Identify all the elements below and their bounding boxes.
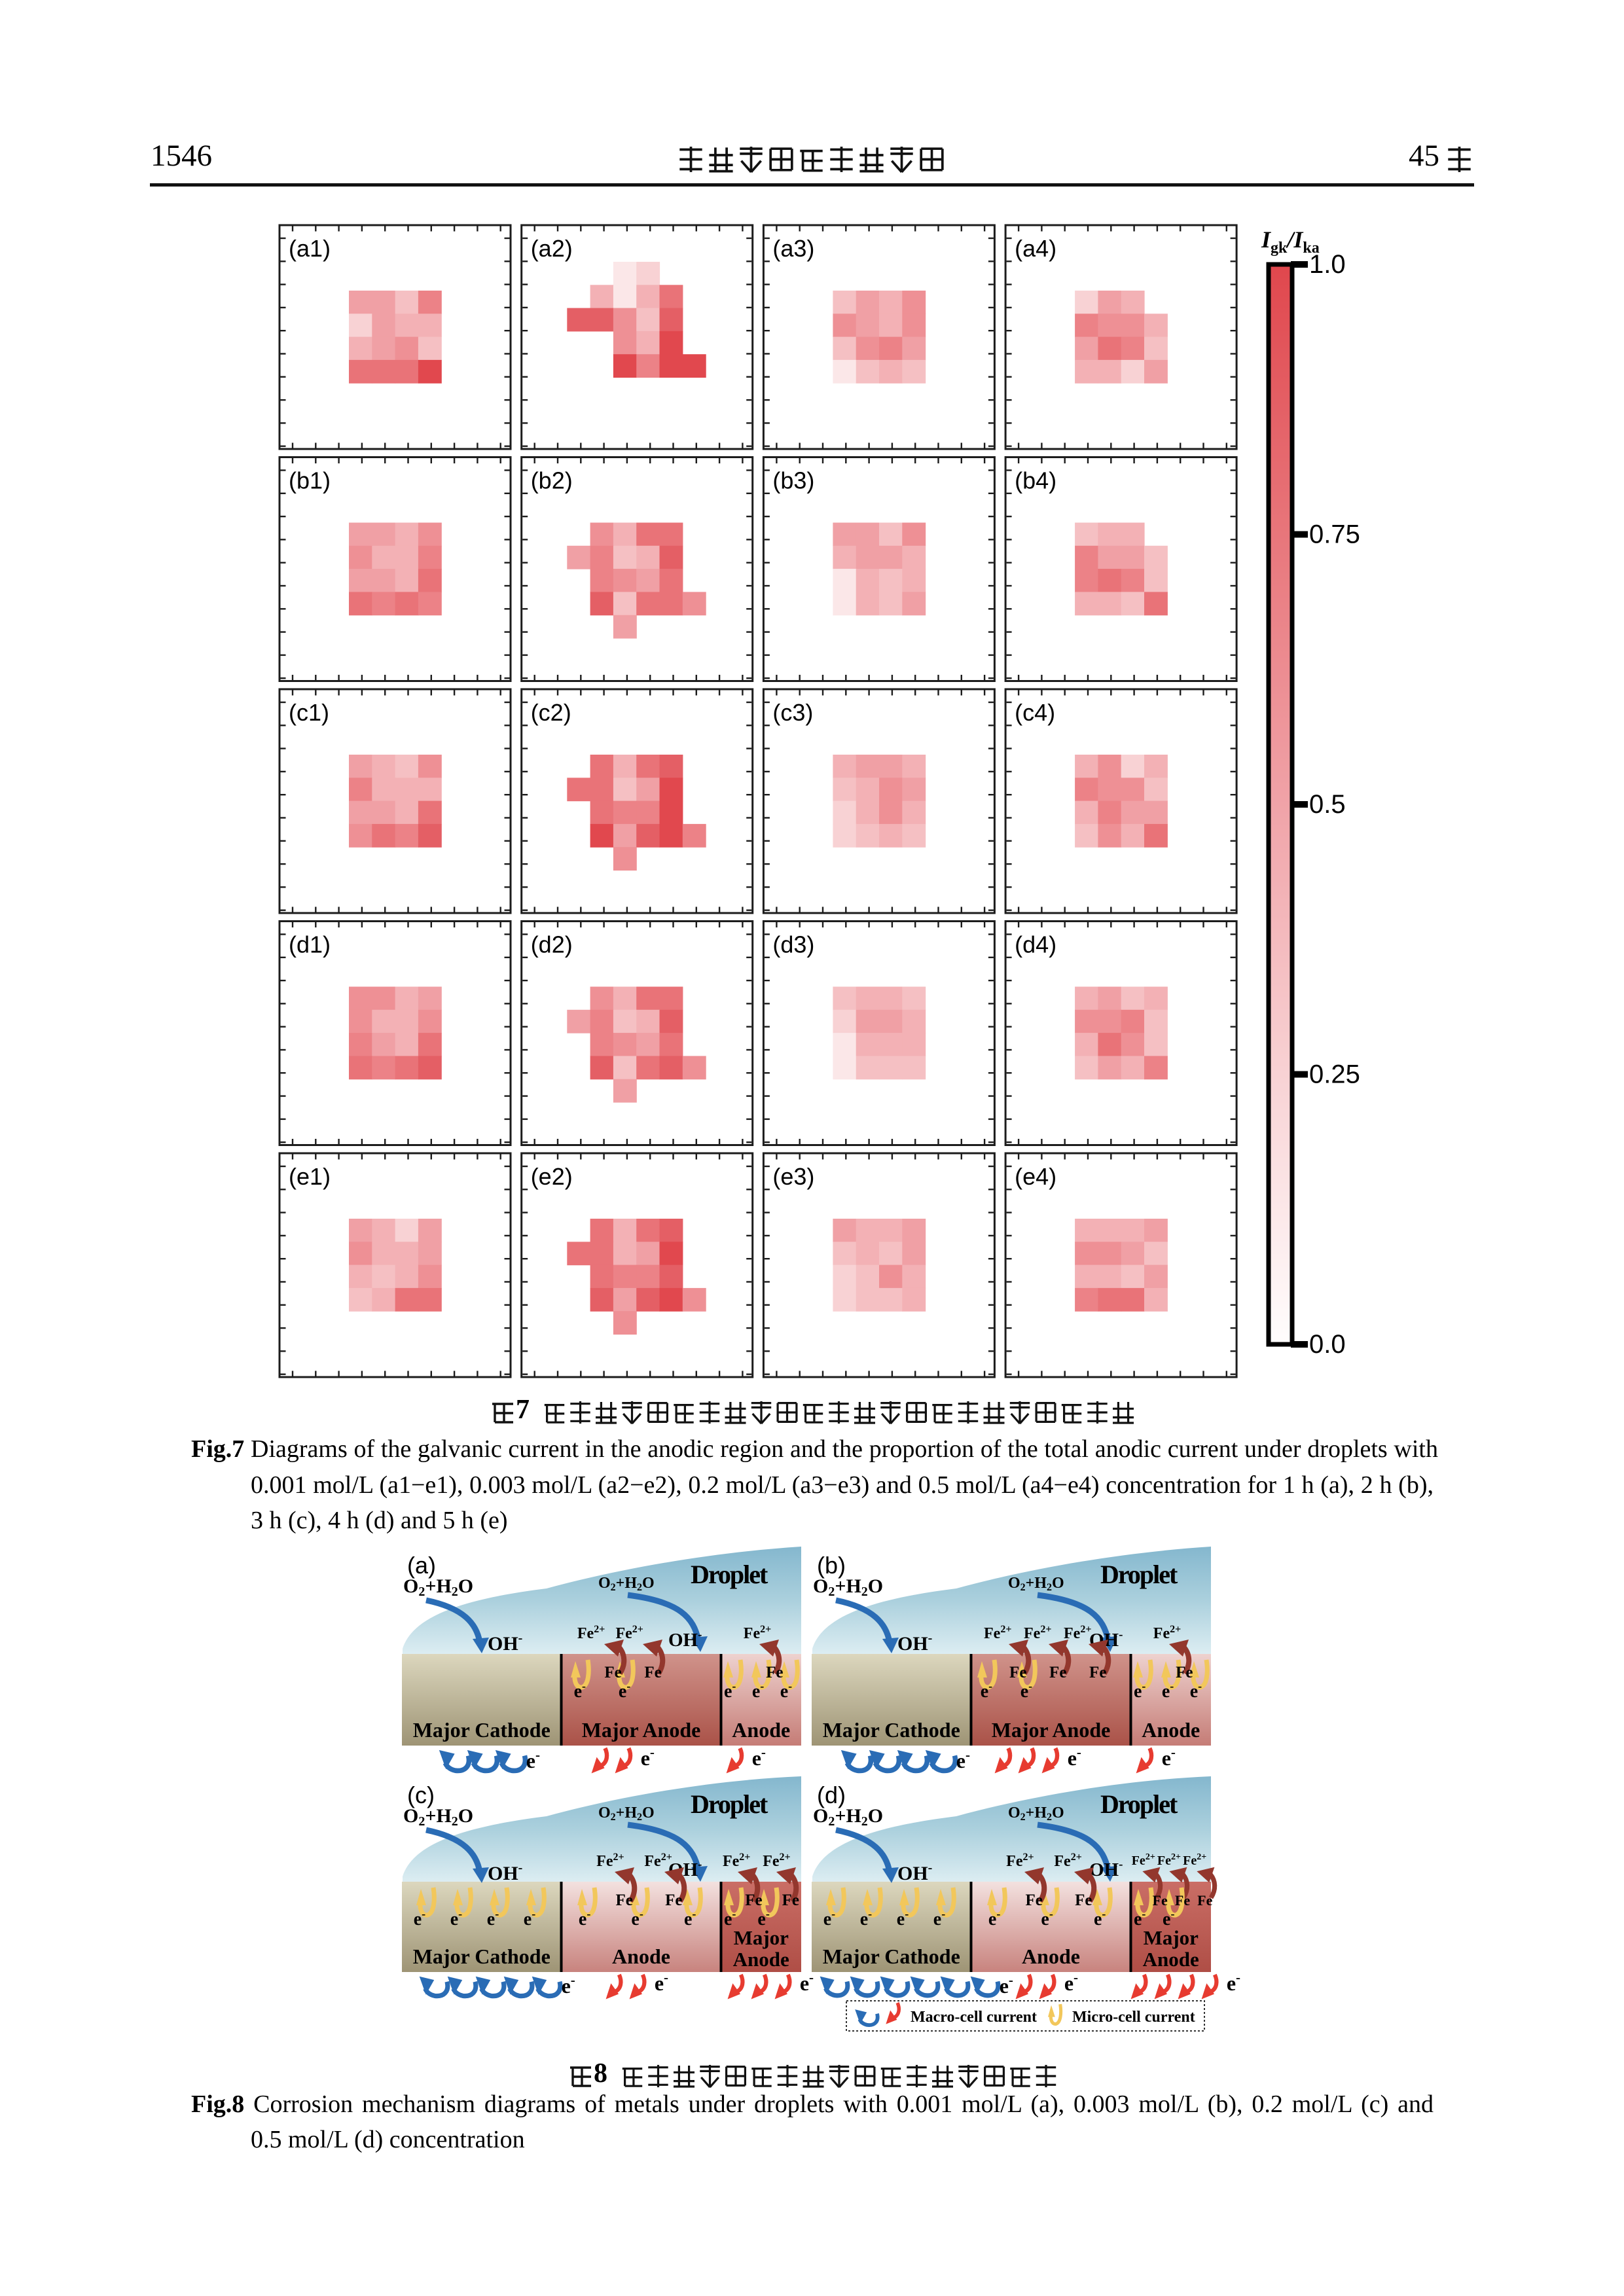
svg-text:(d3): (d3) [772, 931, 814, 958]
svg-text:Fe: Fe [745, 1892, 762, 1909]
svg-text:Major Cathode: Major Cathode [413, 1945, 550, 1968]
svg-text:O2+H2O: O2+H2O [598, 1575, 655, 1593]
svg-text:1.0: 1.0 [1309, 250, 1346, 279]
svg-text:(a): (a) [407, 1552, 436, 1579]
svg-text:e-: e- [956, 1747, 970, 1772]
svg-text:Fe: Fe [1089, 1664, 1106, 1681]
svg-text:(c1): (c1) [289, 699, 329, 726]
svg-text:Droplet: Droplet [1100, 1560, 1178, 1589]
svg-text:Anode: Anode [732, 1718, 790, 1742]
svg-text:e-: e- [1162, 1744, 1176, 1770]
svg-text:(a4): (a4) [1015, 235, 1056, 262]
svg-text:e-: e- [526, 1747, 540, 1772]
svg-text:O2+H2O: O2+H2O [813, 1805, 883, 1829]
svg-text:Fe: Fe [1153, 1892, 1168, 1909]
svg-text:Droplet: Droplet [1100, 1789, 1178, 1819]
svg-text:Anode: Anode [1022, 1945, 1080, 1968]
svg-text:Fe: Fe [1049, 1664, 1066, 1681]
svg-text:(b): (b) [817, 1552, 846, 1579]
svg-text:Fe: Fe [665, 1892, 682, 1909]
svg-text:Anode: Anode [1143, 1948, 1199, 1971]
svg-text:(c3): (c3) [772, 699, 813, 726]
svg-text:(e3): (e3) [772, 1163, 814, 1190]
svg-text:(d1): (d1) [289, 931, 331, 958]
svg-text:O2+H2O: O2+H2O [403, 1575, 473, 1599]
svg-text:(e2): (e2) [531, 1163, 573, 1190]
svg-text:Anode: Anode [1142, 1718, 1200, 1742]
svg-text:OH-: OH- [488, 1861, 522, 1884]
svg-text:Fe: Fe [1075, 1892, 1092, 1909]
svg-text:Major Cathode: Major Cathode [413, 1718, 550, 1742]
svg-text:Fe: Fe [766, 1664, 783, 1681]
svg-text:Droplet: Droplet [691, 1560, 768, 1589]
svg-text:OH-: OH- [488, 1631, 522, 1655]
svg-text:OH-: OH- [897, 1861, 932, 1884]
svg-text:e-: e- [655, 1969, 668, 1995]
svg-text:Fe2+: Fe2+ [644, 1852, 672, 1870]
svg-text:Anode: Anode [612, 1945, 670, 1968]
svg-text:e-: e- [752, 1744, 766, 1770]
svg-text:0.0: 0.0 [1309, 1330, 1346, 1359]
svg-text:e-: e- [1068, 1744, 1081, 1770]
svg-text:e-: e- [1000, 1972, 1013, 1998]
svg-text:(b2): (b2) [531, 467, 573, 494]
svg-text:e-: e- [641, 1744, 655, 1770]
svg-text:Fe: Fe [615, 1892, 632, 1909]
svg-text:Micro-cell current: Micro-cell current [1072, 2009, 1195, 2026]
svg-text:Fe: Fe [604, 1664, 621, 1681]
svg-text:Fe2+: Fe2+ [723, 1852, 750, 1870]
svg-text:Fe: Fe [1176, 1664, 1193, 1681]
svg-text:(c4): (c4) [1015, 699, 1055, 726]
svg-text:(d): (d) [817, 1782, 846, 1808]
svg-text:Droplet: Droplet [691, 1789, 768, 1819]
svg-text:(a3): (a3) [772, 235, 814, 262]
svg-text:Anode: Anode [733, 1948, 789, 1971]
svg-text:(b1): (b1) [289, 467, 331, 494]
svg-text:Fe: Fe [644, 1664, 661, 1681]
svg-text:Fe: Fe [1009, 1664, 1026, 1681]
svg-text:O2+H2O: O2+H2O [403, 1805, 473, 1829]
svg-text:(b4): (b4) [1015, 467, 1056, 494]
svg-text:OH-: OH- [1089, 1857, 1123, 1880]
svg-text:Fe: Fe [1175, 1892, 1190, 1909]
svg-text:Major Anode: Major Anode [582, 1718, 701, 1742]
svg-text:Major Cathode: Major Cathode [823, 1945, 960, 1968]
svg-text:Major: Major [1144, 1926, 1199, 1949]
svg-text:(c): (c) [407, 1782, 435, 1808]
svg-text:e-: e- [1064, 1969, 1078, 1995]
svg-text:0.5: 0.5 [1309, 790, 1346, 819]
svg-text:Fe: Fe [782, 1892, 799, 1909]
svg-text:(c2): (c2) [531, 699, 571, 726]
svg-text:OH-: OH- [897, 1631, 932, 1655]
svg-text:O2+H2O: O2+H2O [1008, 1804, 1064, 1823]
svg-text:O2+H2O: O2+H2O [813, 1575, 883, 1599]
svg-text:Major: Major [734, 1926, 789, 1949]
svg-text:e-: e- [800, 1969, 814, 1995]
svg-text:(e4): (e4) [1015, 1163, 1056, 1190]
svg-text:0.75: 0.75 [1309, 520, 1360, 549]
svg-text:e-: e- [1227, 1969, 1240, 1995]
svg-text:Fe: Fe [1197, 1892, 1212, 1909]
svg-text:0.25: 0.25 [1309, 1060, 1360, 1089]
svg-text:e-: e- [562, 1972, 575, 1998]
svg-text:Fe: Fe [1025, 1892, 1042, 1909]
svg-text:(d4): (d4) [1015, 931, 1056, 958]
svg-text:OH-: OH- [668, 1628, 702, 1651]
svg-text:(b3): (b3) [772, 467, 814, 494]
svg-text:Major Cathode: Major Cathode [823, 1718, 960, 1742]
svg-text:Macro-cell current: Macro-cell current [911, 2009, 1037, 2026]
svg-text:(a1): (a1) [289, 235, 331, 262]
svg-text:O2+H2O: O2+H2O [598, 1804, 655, 1823]
svg-text:Fe2+: Fe2+ [984, 1624, 1011, 1642]
svg-text:O2+H2O: O2+H2O [1008, 1575, 1064, 1593]
svg-text:(a2): (a2) [531, 235, 573, 262]
svg-text:Major Anode: Major Anode [992, 1718, 1111, 1742]
svg-text:(d2): (d2) [531, 931, 573, 958]
svg-text:Fe2+: Fe2+ [1064, 1624, 1091, 1642]
svg-text:(e1): (e1) [289, 1163, 331, 1190]
